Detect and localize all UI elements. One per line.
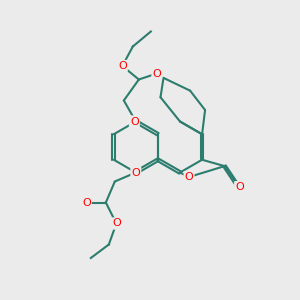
- Text: O: O: [130, 116, 139, 127]
- Text: O: O: [131, 167, 140, 178]
- Text: O: O: [118, 61, 127, 71]
- Text: O: O: [184, 172, 194, 182]
- Text: O: O: [112, 218, 121, 229]
- Text: O: O: [235, 182, 244, 192]
- Text: O: O: [152, 68, 161, 79]
- Text: O: O: [82, 197, 91, 208]
